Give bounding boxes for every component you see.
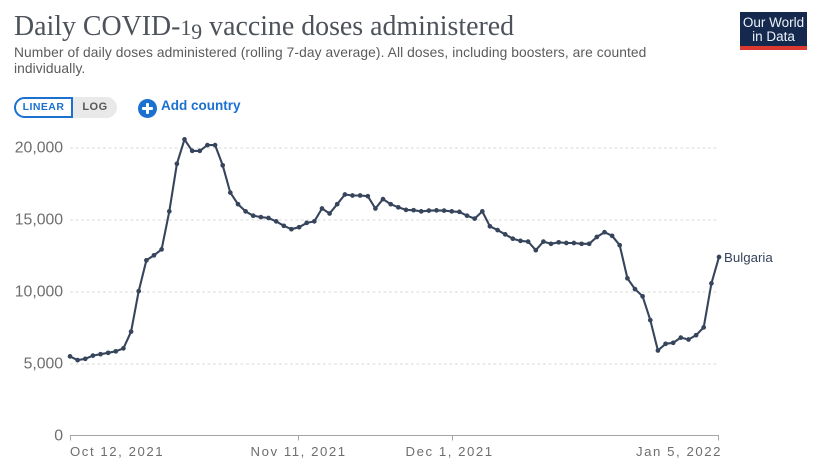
svg-text:Dec 1, 2021: Dec 1, 2021	[406, 444, 494, 459]
svg-text:0: 0	[54, 428, 63, 445]
svg-text:5,000: 5,000	[24, 356, 64, 373]
svg-text:Nov 11, 2021: Nov 11, 2021	[251, 444, 347, 459]
svg-text:Bulgaria: Bulgaria	[724, 250, 773, 265]
svg-text:Jan 5, 2022: Jan 5, 2022	[636, 444, 722, 459]
svg-text:10,000: 10,000	[15, 284, 64, 301]
svg-text:Oct 12, 2021: Oct 12, 2021	[70, 444, 164, 459]
svg-text:15,000: 15,000	[15, 212, 64, 229]
svg-text:20,000: 20,000	[15, 140, 64, 157]
